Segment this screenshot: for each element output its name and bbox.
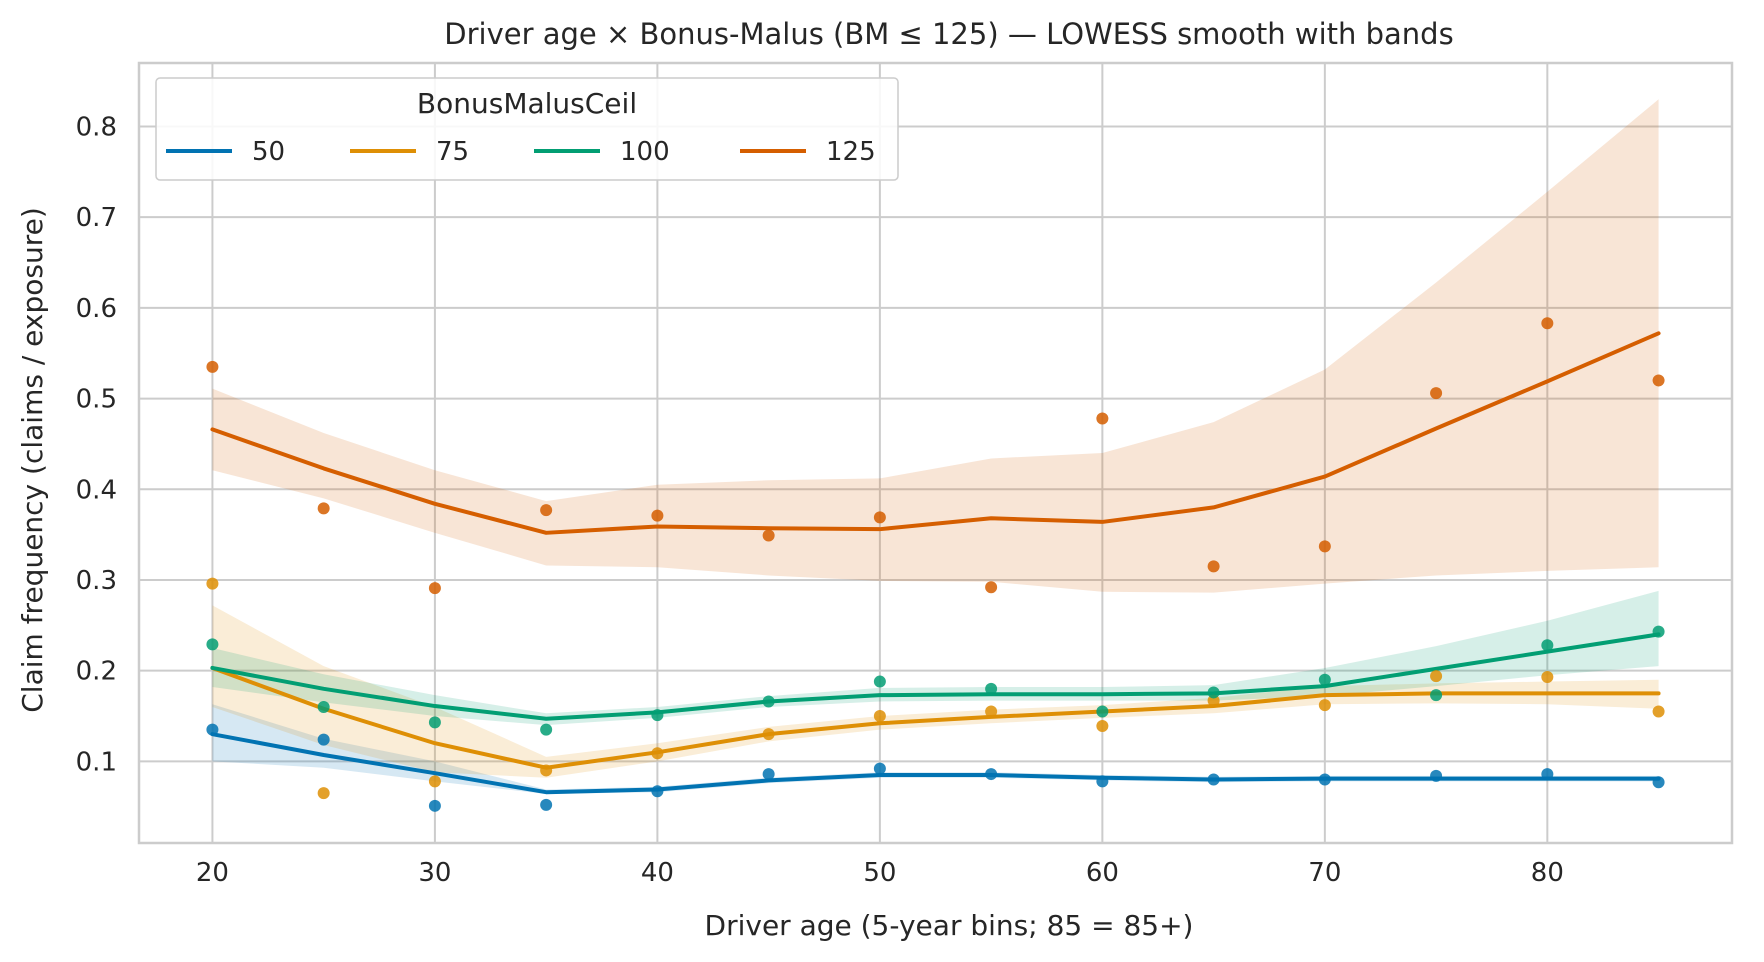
point-100 [1652, 625, 1665, 638]
point-125 [762, 529, 775, 542]
point-100 [1096, 705, 1109, 718]
smooth-lines [210, 331, 1661, 795]
y-tick-label: 0.7 [76, 203, 117, 233]
point-100 [651, 709, 664, 722]
point-100 [1430, 689, 1443, 702]
legend: BonusMalusCeil 50 75 100 125 [155, 77, 899, 181]
point-75 [1318, 699, 1331, 712]
point-50 [428, 799, 441, 812]
point-75 [1096, 720, 1109, 732]
smooth-line-125 [210, 331, 1661, 535]
point-100 [762, 695, 775, 708]
point-50 [985, 768, 998, 781]
x-tick-label: 30 [418, 858, 451, 888]
point-50 [540, 798, 553, 811]
point-75 [762, 728, 775, 741]
y-tick-labels: 0.1 0.2 0.3 0.4 0.5 0.6 0.7 0.8 [76, 112, 117, 777]
y-tick-label: 0.5 [76, 385, 117, 415]
point-125 [540, 504, 553, 517]
point-125 [1096, 412, 1109, 425]
y-tick-label: 0.1 [76, 747, 117, 777]
legend-box [155, 77, 899, 181]
point-125 [1652, 374, 1665, 387]
point-100 [1541, 639, 1554, 652]
point-75 [1541, 671, 1554, 684]
point-50 [1430, 769, 1443, 782]
y-tick-label: 0.3 [76, 566, 117, 596]
point-100 [1207, 686, 1220, 699]
band-125 [212, 99, 1659, 593]
y-tick-label: 0.4 [76, 475, 117, 505]
grid [139, 63, 1732, 843]
point-125 [317, 502, 330, 515]
point-125 [428, 582, 441, 595]
point-125 [206, 360, 219, 373]
y-tick-label: 0.8 [76, 112, 117, 142]
point-75 [540, 764, 553, 777]
legend-title: BonusMalusCeil [417, 87, 637, 120]
legend-items: 50 75 100 125 [166, 137, 876, 167]
x-tick-label: 20 [196, 858, 229, 888]
point-125 [1541, 317, 1554, 330]
legend-label-75: 75 [436, 137, 469, 167]
point-50 [1541, 768, 1554, 781]
point-75 [1430, 670, 1443, 683]
x-tick-label: 50 [863, 858, 896, 888]
point-50 [1318, 773, 1331, 786]
x-tick-label: 40 [641, 858, 674, 888]
point-125 [1430, 387, 1443, 400]
point-125 [651, 509, 664, 522]
point-125 [1207, 560, 1220, 573]
scatter-points [206, 317, 1665, 812]
plot-frame [137, 61, 1734, 845]
legend-label-125: 125 [826, 137, 876, 167]
smooth-line-100 [210, 632, 1661, 721]
point-75 [873, 710, 886, 723]
point-50 [651, 785, 664, 798]
point-100 [428, 716, 441, 729]
legend-label-100: 100 [620, 137, 670, 167]
point-50 [1096, 775, 1109, 788]
point-75 [985, 705, 998, 718]
legend-label-50: 50 [252, 137, 285, 167]
point-50 [1207, 773, 1220, 786]
point-75 [317, 787, 330, 800]
band-100 [212, 590, 1659, 726]
point-50 [1652, 776, 1665, 789]
point-100 [206, 638, 219, 651]
band-75 [212, 605, 1659, 778]
point-50 [762, 768, 775, 781]
point-100 [873, 675, 886, 688]
point-75 [428, 775, 441, 788]
point-50 [873, 762, 886, 775]
smooth-line-75 [210, 665, 1661, 770]
x-tick-label: 80 [1531, 858, 1564, 888]
point-100 [540, 723, 553, 736]
point-75 [206, 577, 219, 590]
smooth-line-50 [210, 732, 1661, 795]
point-100 [985, 682, 998, 695]
y-tick-label: 0.6 [76, 294, 117, 324]
x-tick-label: 60 [1086, 858, 1119, 888]
chart-title: Driver age × Bonus-Malus (BM ≤ 125) — LO… [444, 17, 1453, 51]
y-tick-label: 0.2 [76, 657, 117, 687]
point-125 [873, 511, 886, 524]
point-100 [317, 700, 330, 713]
point-100 [1318, 673, 1331, 686]
point-75 [651, 747, 664, 760]
y-axis-label: Claim frequency (claims / exposure) [16, 207, 49, 713]
point-75 [1652, 705, 1665, 718]
x-tick-labels: 20 30 40 50 60 70 80 [196, 858, 1564, 888]
point-125 [1318, 540, 1331, 553]
x-tick-label: 70 [1308, 858, 1341, 888]
point-50 [317, 733, 330, 746]
x-axis-label: Driver age (5-year bins; 85 = 85+) [705, 909, 1194, 942]
point-50 [206, 723, 219, 736]
point-125 [985, 581, 998, 594]
